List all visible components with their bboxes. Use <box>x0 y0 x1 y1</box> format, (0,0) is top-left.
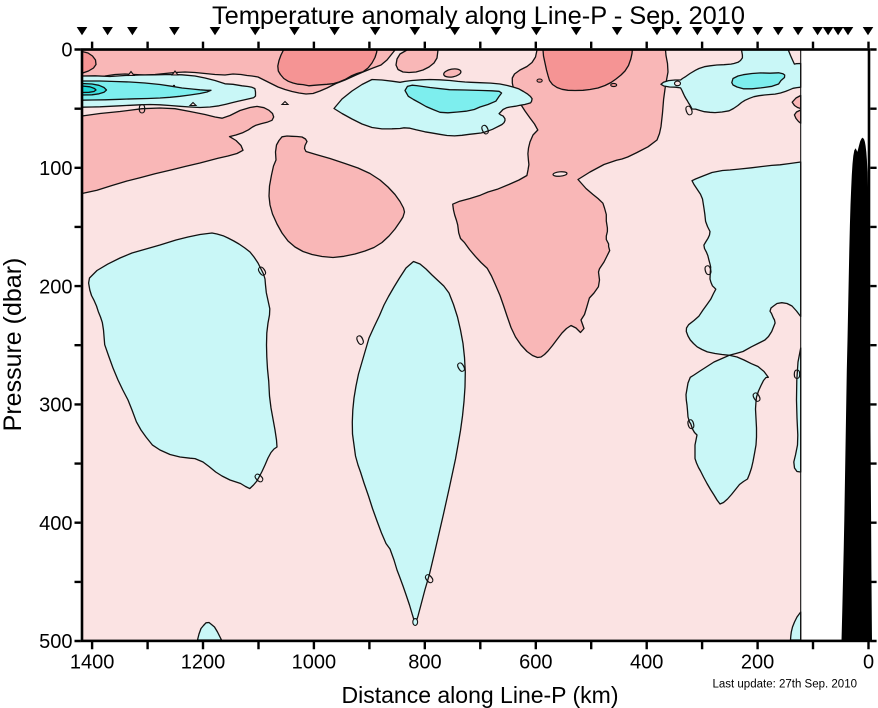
svg-text:400: 400 <box>630 652 663 674</box>
svg-text:600: 600 <box>519 652 552 674</box>
svg-text:200: 200 <box>39 276 72 298</box>
svg-text:0: 0 <box>138 101 146 117</box>
svg-text:500: 500 <box>39 631 72 653</box>
svg-text:Pressure (dbar): Pressure (dbar) <box>0 258 27 432</box>
svg-text:1200: 1200 <box>181 652 226 674</box>
svg-text:Distance along Line-P (km): Distance along Line-P (km) <box>342 682 619 708</box>
svg-text:Temperature anomaly along Line: Temperature anomaly along Line-P - Sep. … <box>212 2 745 30</box>
svg-text:400: 400 <box>39 513 72 535</box>
svg-text:Last update: 27th Sep. 2010: Last update: 27th Sep. 2010 <box>712 679 857 691</box>
svg-text:100: 100 <box>39 158 72 180</box>
svg-text:300: 300 <box>39 395 72 417</box>
svg-text:1000: 1000 <box>292 652 337 674</box>
svg-text:800: 800 <box>408 652 441 674</box>
svg-text:1400: 1400 <box>70 652 115 674</box>
svg-text:0: 0 <box>793 366 801 382</box>
svg-text:0: 0 <box>863 652 874 674</box>
svg-text:200: 200 <box>741 652 774 674</box>
svg-text:0: 0 <box>61 40 72 62</box>
svg-text:0: 0 <box>702 261 714 279</box>
svg-text:0: 0 <box>685 415 697 433</box>
